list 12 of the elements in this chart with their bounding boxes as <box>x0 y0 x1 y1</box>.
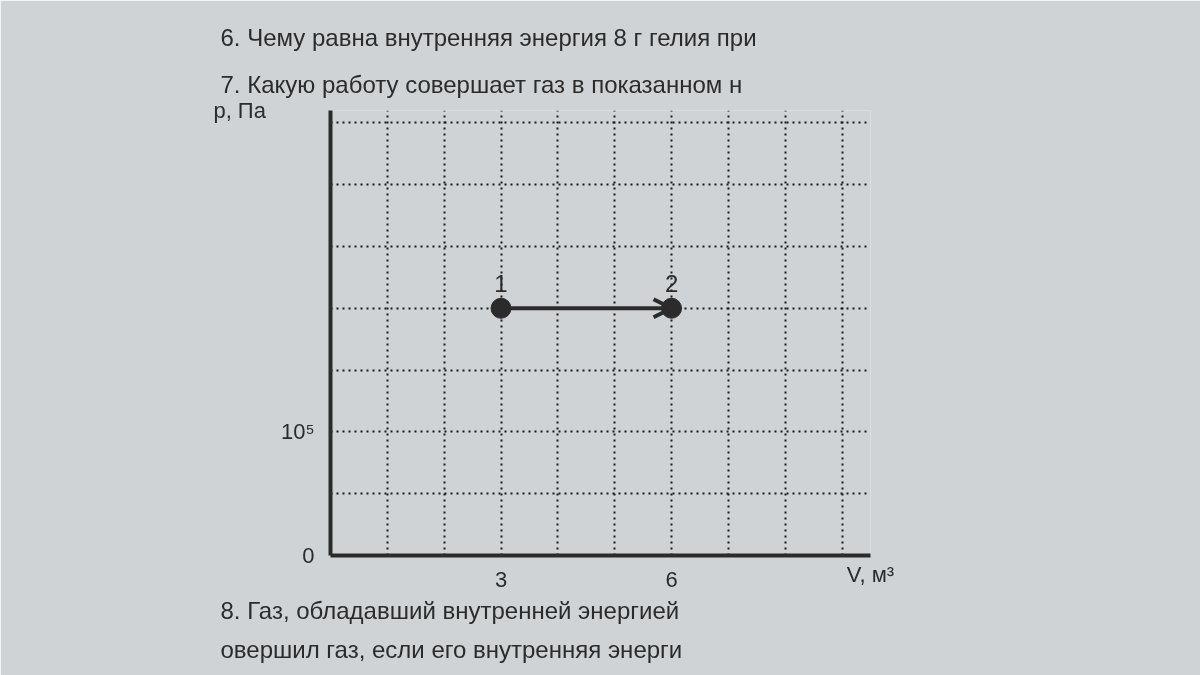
x-axis-title: V, м³ <box>846 561 895 587</box>
x-tick-label: 3 <box>494 566 508 592</box>
x-tick-label: 6 <box>665 566 678 592</box>
text: овершил газ, если его внутренняя энерги <box>220 635 683 663</box>
annotation: 2 <box>664 270 679 298</box>
y-tick-label: 0 <box>302 543 315 568</box>
chart-title: 7. Какую работу совершает газ в показанном н <box>220 70 743 98</box>
annotation: 1 <box>494 270 508 298</box>
y-axis-title: p, Па <box>213 98 267 123</box>
text: 8. Газ, обладавший внутренней энергией <box>220 596 680 624</box>
text: 6. Чему равна внутренняя энергия 8 г гелия при <box>220 23 757 51</box>
y-tick-label: 10⁵ <box>280 419 315 445</box>
